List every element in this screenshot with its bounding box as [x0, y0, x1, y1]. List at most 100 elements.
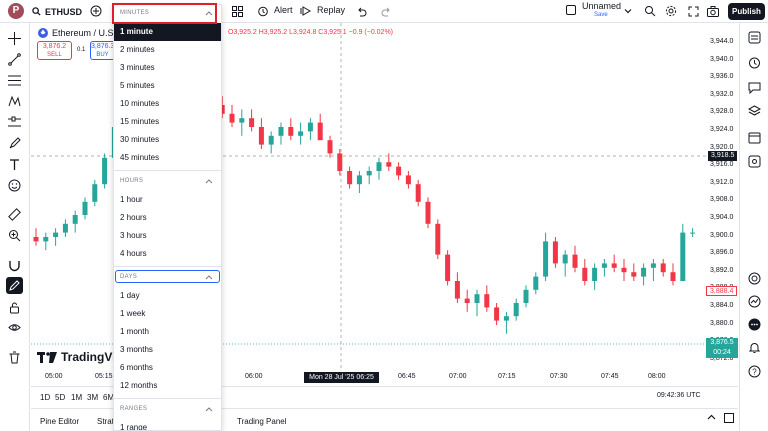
menu-section-minutes[interactable]: MINUTES	[114, 5, 221, 21]
range-button-1m[interactable]: 1M	[71, 393, 83, 402]
interval-option[interactable]: 12 months	[120, 381, 158, 390]
crosshair-tool[interactable]	[6, 30, 23, 47]
replay-label[interactable]: Replay	[317, 5, 346, 15]
interval-option[interactable]: 1 hour	[120, 195, 143, 204]
bell-icon	[748, 343, 761, 353]
interval-option[interactable]: 3 minutes	[120, 63, 155, 72]
layout-icon[interactable]	[566, 5, 576, 15]
interval-option[interactable]: 3 months	[120, 345, 153, 354]
watchlist-button[interactable]	[746, 29, 763, 46]
interval-option[interactable]: 2 minutes	[120, 45, 155, 54]
zoom-in-tool[interactable]	[6, 227, 23, 244]
fib-tool[interactable]	[6, 72, 23, 89]
layers-button[interactable]	[746, 103, 763, 120]
range-button-1d[interactable]: 1D	[40, 393, 51, 402]
interval-option[interactable]: 1 minute	[114, 23, 221, 41]
alert-button[interactable]	[255, 3, 271, 19]
interval-option[interactable]: 10 minutes	[120, 99, 160, 108]
symbol-search-button[interactable]: ETHUSD	[32, 4, 82, 19]
price-tick-label: 3,944.0	[710, 38, 734, 45]
undo-icon	[357, 7, 366, 16]
candle-body	[376, 162, 382, 171]
interval-option[interactable]: 1 month	[120, 327, 149, 336]
smiley-icon	[8, 179, 21, 192]
sell-button[interactable]: 3,876.2 SELL	[37, 41, 72, 60]
plus-circle-icon	[90, 5, 102, 17]
layout-menu-button[interactable]	[620, 3, 636, 19]
snapshot-button[interactable]	[705, 3, 721, 19]
stay-in-drawing-mode-tool[interactable]	[6, 277, 23, 294]
symbol-legend[interactable]: Ethereum / U.S.	[38, 28, 116, 38]
quick-search-button[interactable]	[642, 3, 658, 19]
redo-button[interactable]	[378, 3, 394, 19]
target-icon	[748, 272, 761, 285]
range-button-5d[interactable]: 5D	[55, 393, 66, 402]
settings-button[interactable]	[663, 3, 679, 19]
interval-option[interactable]: 6 months	[120, 363, 153, 372]
layout-name[interactable]: Unnamed	[582, 1, 622, 11]
maximize-icon[interactable]	[724, 413, 734, 423]
price-tick-label: 3,908.0	[710, 196, 734, 204]
calendar-button[interactable]	[746, 129, 763, 146]
interval-option[interactable]: 15 minutes	[120, 117, 160, 126]
gear-icon	[665, 5, 677, 17]
fullscreen-button[interactable]	[685, 3, 701, 19]
candle-body	[288, 127, 294, 136]
range-button-6m[interactable]: 6M	[103, 393, 115, 402]
interval-option[interactable]: 2 hours	[120, 213, 147, 222]
measure-tool[interactable]	[6, 206, 23, 223]
price-tick-label: 3,880.0	[710, 319, 734, 327]
emoji-tool[interactable]	[6, 177, 23, 194]
trading-button[interactable]	[746, 293, 763, 310]
chevron-up-icon[interactable]	[707, 413, 716, 422]
hide-drawings-tool[interactable]	[6, 319, 23, 336]
text-tool[interactable]	[6, 156, 23, 173]
brush-tool[interactable]	[6, 135, 23, 152]
menu-section-days[interactable]: DAYS	[114, 269, 221, 285]
time-axis[interactable]: 05:00 05:15 06:00 06:45 07:00 07:15 07:30 07:45…	[31, 368, 738, 385]
replay-button[interactable]	[298, 3, 314, 19]
help-button[interactable]: ?	[746, 363, 763, 380]
interval-option[interactable]: 45 minutes	[120, 153, 160, 162]
menu-section-hours[interactable]: HOURS	[114, 173, 221, 189]
forecast-tool[interactable]	[6, 114, 23, 131]
interval-option[interactable]: 5 minutes	[120, 81, 155, 90]
trash-icon	[9, 351, 20, 364]
range-button-3m[interactable]: 3M	[87, 393, 99, 402]
notifications-button[interactable]	[746, 339, 763, 356]
candle-body	[53, 232, 59, 237]
magnet-tool[interactable]	[6, 257, 23, 274]
remove-drawings-tool[interactable]	[6, 349, 23, 366]
undo-button[interactable]	[353, 3, 369, 19]
object-tree-button[interactable]	[746, 79, 763, 96]
candle-body	[543, 241, 549, 277]
mid-price-tag: 3,888.4	[706, 286, 738, 296]
community-button[interactable]	[746, 316, 763, 333]
layout-save-link[interactable]: Save	[594, 12, 608, 18]
bottom-tab[interactable]: Pine Editor	[40, 417, 80, 426]
ideas-button[interactable]	[746, 153, 763, 170]
trend-line-tool[interactable]	[6, 51, 23, 68]
user-avatar[interactable]: P	[8, 3, 24, 19]
interval-option[interactable]: 1 range	[120, 423, 148, 431]
utc-clock[interactable]: 09:42:36 UTC	[657, 392, 701, 399]
interval-option[interactable]: 1 week	[120, 309, 146, 318]
interval-option[interactable]: 30 minutes	[120, 135, 160, 144]
pattern-tool[interactable]	[6, 93, 23, 110]
buy-button[interactable]: 3,876.3 BUY	[90, 41, 114, 60]
interval-option[interactable]: 3 hours	[120, 231, 147, 240]
menu-section-ranges[interactable]: RANGES	[114, 401, 221, 417]
alert-label[interactable]: Alert	[274, 5, 293, 15]
interval-option[interactable]: 1 day	[120, 291, 140, 300]
indicators-templates-button[interactable]	[229, 3, 245, 19]
alerts-panel-button[interactable]	[746, 54, 763, 71]
sell-label: SELL	[47, 52, 62, 58]
pine-screener-button[interactable]	[746, 270, 763, 287]
candle-body	[494, 307, 500, 321]
candle-body	[592, 267, 598, 281]
interval-option[interactable]: 4 hours	[120, 249, 147, 258]
compare-symbol-button[interactable]	[88, 3, 104, 19]
publish-button[interactable]: Publish	[728, 3, 765, 20]
lock-drawings-tool[interactable]	[6, 299, 23, 316]
bottom-tab[interactable]: Trading Panel	[237, 417, 287, 426]
